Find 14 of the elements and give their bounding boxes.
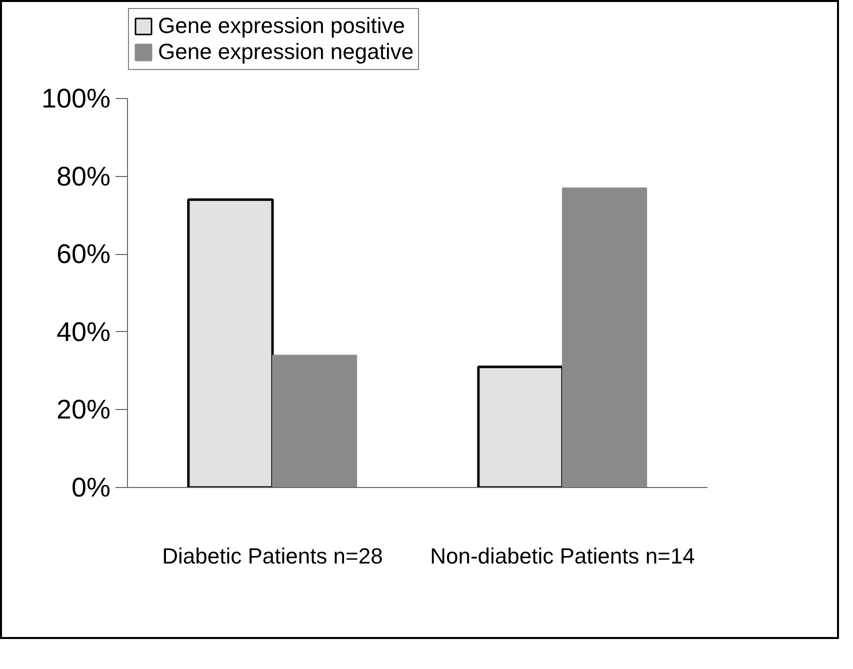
bar — [562, 187, 648, 488]
y-tick-label: 0% — [71, 472, 111, 502]
x-tick-label: Non-diabetic Patients n=14 — [430, 544, 695, 568]
y-tick-label: 60% — [56, 239, 111, 270]
legend-label: Gene expression negative — [158, 39, 414, 65]
y-tick-label: 100% — [41, 84, 111, 114]
y-tick-label: 20% — [56, 394, 111, 425]
x-tick-label: Diabetic Patients n=28 — [162, 544, 383, 568]
legend-label: Gene expression positive — [158, 13, 406, 39]
y-tick-label: 40% — [56, 316, 111, 347]
y-tick-label: 80% — [56, 161, 111, 192]
bar — [187, 198, 274, 488]
bar — [477, 366, 564, 488]
bar — [272, 354, 358, 488]
